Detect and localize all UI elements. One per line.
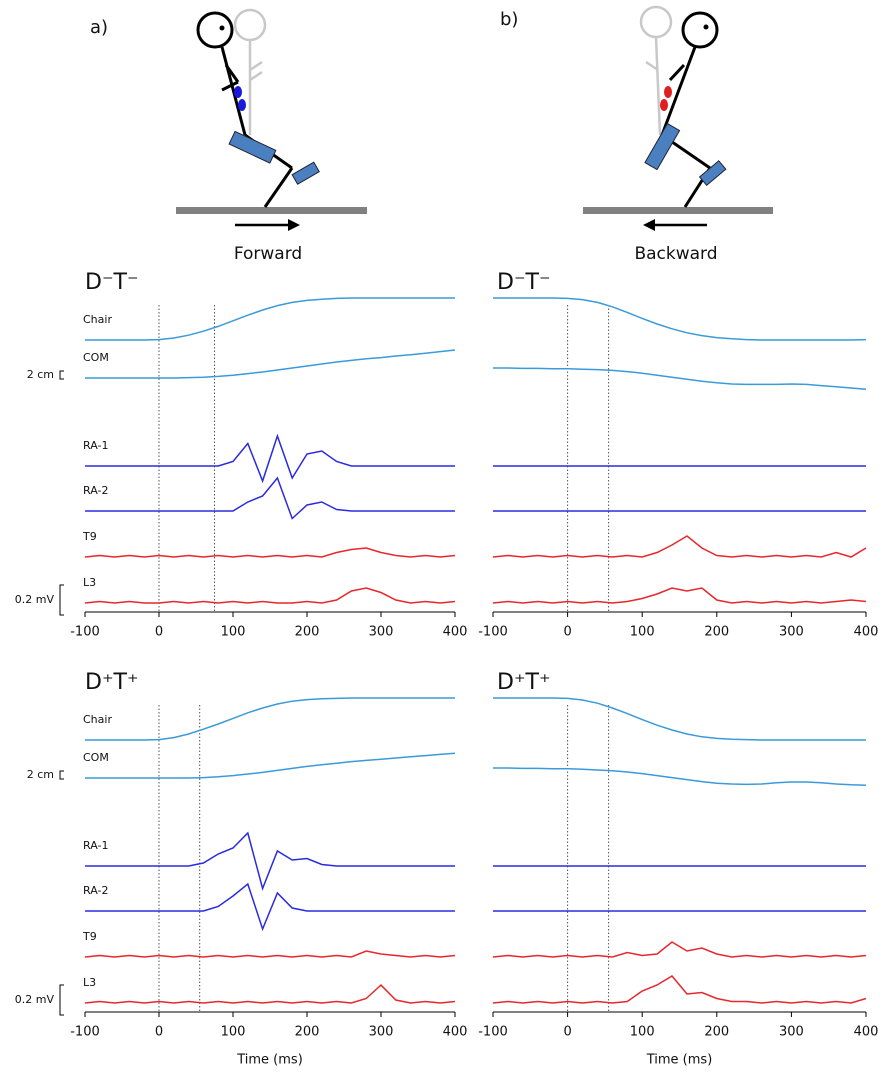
trace bbox=[493, 367, 867, 390]
trace-label: COM bbox=[83, 751, 109, 764]
x-tick-label: 200 bbox=[295, 1025, 320, 1040]
scale-bar-label: 0.2 mV bbox=[15, 993, 55, 1006]
trace bbox=[492, 941, 867, 958]
illustration-forward bbox=[176, 8, 367, 231]
trace-label: RA-2 bbox=[83, 884, 108, 897]
trace-label: T9 bbox=[82, 930, 97, 943]
trace bbox=[85, 476, 455, 520]
scale-bar-label: 2 cm bbox=[27, 368, 54, 381]
x-tick-label: 400 bbox=[854, 625, 879, 640]
illustration-backward bbox=[583, 5, 773, 231]
x-tick-label: 300 bbox=[779, 625, 804, 640]
chart-title: D⁻T⁻ bbox=[85, 270, 139, 295]
trace-label: T9 bbox=[82, 530, 97, 543]
trace-label: L3 bbox=[83, 576, 96, 589]
x-tick-label: 300 bbox=[369, 1025, 394, 1040]
trace bbox=[492, 535, 867, 558]
x-tick-label: 300 bbox=[779, 1025, 804, 1040]
chart-title: D⁺T⁺ bbox=[85, 670, 139, 695]
x-axis-label: Time (ms) bbox=[236, 1053, 303, 1068]
trace bbox=[84, 547, 456, 558]
x-tick-label: 0 bbox=[155, 625, 163, 640]
trace-label: RA-1 bbox=[83, 839, 108, 852]
scale-bar bbox=[59, 984, 64, 1016]
trace bbox=[493, 697, 866, 741]
trace-label: Chair bbox=[83, 713, 112, 726]
trace bbox=[492, 587, 867, 604]
x-tick-label: 200 bbox=[295, 625, 320, 640]
trace bbox=[493, 297, 867, 341]
chart-title: D⁺T⁺ bbox=[497, 670, 551, 695]
panel-label: b) bbox=[500, 9, 518, 30]
trace bbox=[492, 975, 867, 1004]
trace-label: COM bbox=[83, 351, 109, 364]
trace bbox=[85, 349, 456, 379]
trace bbox=[85, 433, 455, 484]
scale-bar-label: 0.2 mV bbox=[15, 593, 55, 606]
trace bbox=[85, 697, 455, 741]
x-tick-label: 400 bbox=[854, 1025, 879, 1040]
trace-label: RA-2 bbox=[83, 484, 108, 497]
trace bbox=[85, 882, 455, 932]
trace bbox=[84, 587, 456, 604]
x-tick-label: -100 bbox=[478, 1025, 508, 1040]
chart-title: D⁻T⁻ bbox=[497, 270, 551, 295]
x-tick-label: 0 bbox=[563, 1025, 571, 1040]
scale-bar-label: 2 cm bbox=[27, 768, 54, 781]
trace bbox=[85, 752, 456, 779]
x-tick-label: 100 bbox=[221, 625, 246, 640]
panel-label: a) bbox=[90, 17, 108, 38]
x-tick-label: 400 bbox=[443, 1025, 468, 1040]
trace bbox=[84, 983, 456, 1004]
x-tick-label: -100 bbox=[70, 1025, 100, 1040]
trace-label: L3 bbox=[83, 976, 96, 989]
trace-label: RA-1 bbox=[83, 439, 108, 452]
scale-bar bbox=[59, 584, 64, 616]
trace bbox=[493, 767, 867, 786]
direction-label: Backward bbox=[634, 244, 717, 264]
trace bbox=[84, 950, 456, 958]
x-tick-label: -100 bbox=[70, 625, 100, 640]
x-tick-label: 100 bbox=[221, 1025, 246, 1040]
x-tick-label: 0 bbox=[155, 1025, 163, 1040]
direction-label: Forward bbox=[234, 244, 302, 264]
x-tick-label: 100 bbox=[630, 1025, 655, 1040]
x-tick-label: 200 bbox=[704, 1025, 729, 1040]
x-tick-label: 400 bbox=[443, 625, 468, 640]
scale-bar bbox=[59, 370, 64, 380]
x-tick-label: 200 bbox=[704, 625, 729, 640]
x-tick-label: 0 bbox=[563, 625, 571, 640]
x-tick-label: 100 bbox=[630, 625, 655, 640]
scale-bar bbox=[59, 770, 64, 780]
x-tick-label: -100 bbox=[478, 625, 508, 640]
x-tick-label: 300 bbox=[369, 625, 394, 640]
trace bbox=[85, 831, 455, 891]
x-axis-label: Time (ms) bbox=[646, 1053, 713, 1068]
trace-label: Chair bbox=[83, 313, 112, 326]
trace bbox=[85, 297, 455, 341]
